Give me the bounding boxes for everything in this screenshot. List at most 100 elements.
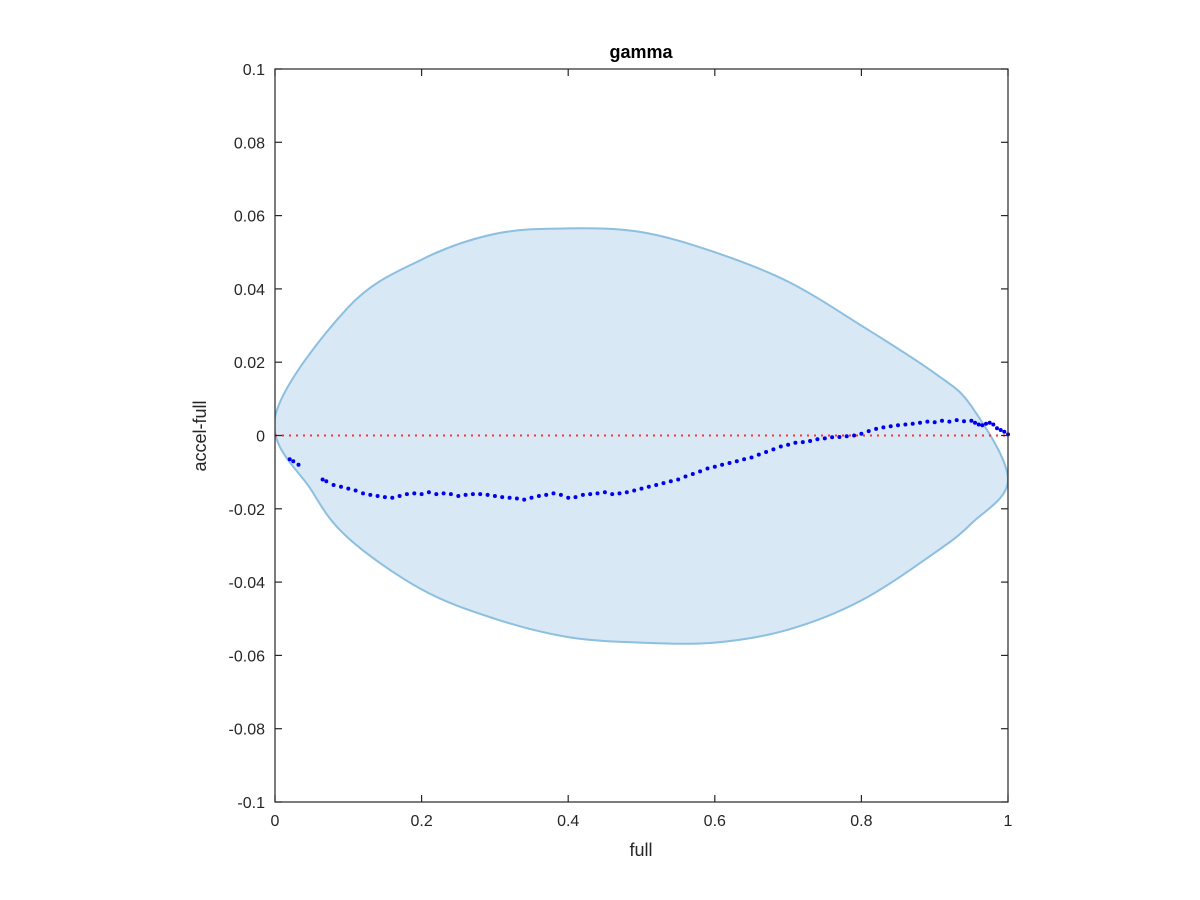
data-points	[287, 418, 1010, 502]
data-point	[426, 490, 431, 495]
data-point	[712, 464, 717, 469]
data-point	[973, 420, 977, 425]
data-point	[610, 492, 615, 497]
data-point	[492, 494, 497, 498]
data-point	[536, 494, 541, 498]
data-point	[786, 442, 791, 447]
data-point	[903, 422, 908, 427]
data-point	[969, 418, 974, 423]
y-tick-label: 0.02	[234, 355, 265, 372]
x-tick-label: 0.2	[410, 813, 432, 830]
data-point	[617, 491, 622, 496]
data-point	[837, 435, 842, 439]
data-point	[404, 492, 409, 497]
data-point	[881, 425, 886, 430]
data-point	[296, 462, 301, 467]
data-point	[976, 422, 981, 427]
data-point	[514, 496, 519, 501]
data-point	[815, 437, 820, 442]
data-point	[925, 419, 930, 424]
data-point	[522, 497, 527, 502]
data-point	[507, 495, 512, 500]
data-point	[463, 492, 468, 497]
data-point	[888, 424, 893, 429]
x-tick-label: 1	[1004, 813, 1013, 830]
chart-title: gamma	[609, 42, 673, 62]
data-point	[588, 492, 593, 497]
data-point	[412, 491, 417, 496]
data-point	[742, 457, 747, 462]
x-axis-ticks: 0 0.2 0.4 0.6 0.8 1	[271, 69, 1013, 830]
data-point	[646, 484, 651, 489]
y-axis-ticks: 0.1 0.08 0.06 0.04 0.02 0 -0.02 -0.04 -0.06 -0.08…	[229, 62, 1008, 812]
data-point	[998, 428, 1003, 432]
data-point	[683, 474, 688, 479]
data-point	[456, 494, 461, 498]
y-tick-label: 0.1	[243, 62, 265, 79]
data-point	[995, 426, 999, 431]
data-point	[830, 435, 835, 440]
data-point	[771, 447, 776, 452]
data-point	[727, 461, 732, 465]
data-point	[668, 479, 673, 484]
y-tick-label: 0	[256, 429, 265, 446]
data-point	[397, 494, 402, 498]
data-point	[1002, 429, 1007, 434]
data-point	[331, 483, 336, 487]
data-point	[962, 419, 966, 424]
data-point	[987, 420, 992, 425]
data-point	[346, 486, 351, 491]
data-point	[793, 440, 798, 445]
data-point	[778, 444, 783, 449]
data-point	[339, 484, 343, 489]
data-point	[698, 469, 703, 474]
data-point	[287, 457, 292, 462]
y-tick-label: -0.04	[229, 575, 266, 592]
data-point	[808, 439, 813, 443]
data-point	[500, 495, 505, 500]
confidence-region-shape	[275, 227, 1008, 645]
data-point	[566, 495, 571, 500]
data-point	[470, 492, 475, 497]
data-point	[852, 433, 857, 438]
data-point	[441, 491, 446, 496]
data-point	[485, 492, 490, 497]
data-point	[434, 492, 439, 497]
data-point	[676, 477, 681, 482]
data-point	[980, 423, 985, 428]
y-tick-label: 0.08	[234, 135, 265, 152]
data-point	[720, 462, 725, 467]
data-point	[544, 492, 549, 497]
data-point	[624, 490, 629, 495]
data-point	[368, 492, 373, 497]
data-point	[874, 426, 879, 431]
data-point	[756, 452, 761, 457]
data-point	[749, 455, 754, 460]
data-point	[361, 491, 365, 496]
data-point	[573, 495, 578, 500]
data-point	[291, 459, 296, 464]
y-tick-label: -0.06	[229, 648, 266, 665]
data-point	[595, 491, 600, 496]
y-tick-label: -0.02	[229, 502, 266, 519]
data-point	[639, 486, 644, 491]
data-point	[654, 483, 659, 487]
data-point	[954, 418, 959, 423]
data-point	[734, 459, 739, 464]
data-point	[844, 434, 849, 439]
confidence-region	[275, 227, 1008, 645]
data-point	[932, 420, 937, 425]
x-tick-label: 0.6	[704, 813, 726, 830]
x-tick-label: 0	[271, 813, 280, 830]
data-point	[390, 495, 395, 500]
data-point	[705, 466, 710, 471]
data-point	[800, 440, 805, 445]
y-tick-label: 0.06	[234, 209, 265, 226]
data-point	[324, 479, 329, 484]
data-point	[910, 421, 915, 426]
data-point	[580, 492, 585, 497]
y-axis-label: accel-full	[190, 400, 210, 471]
data-point	[558, 492, 563, 497]
data-point	[375, 494, 380, 498]
